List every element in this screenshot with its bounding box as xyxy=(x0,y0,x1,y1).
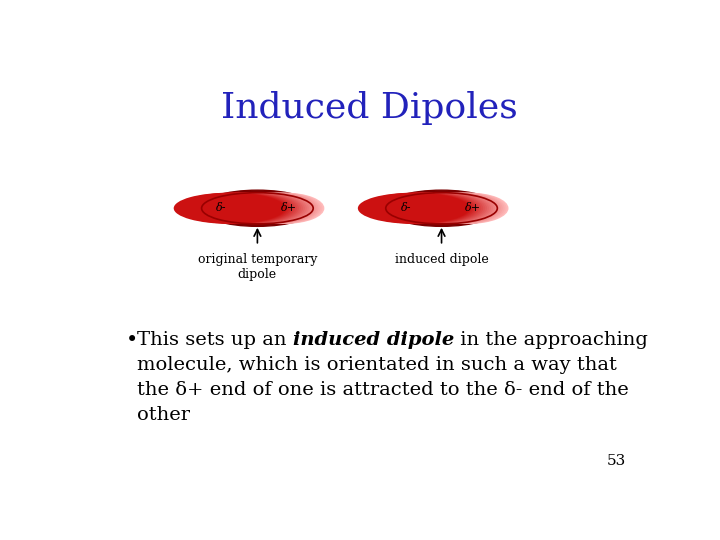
Text: 53: 53 xyxy=(606,454,626,468)
Ellipse shape xyxy=(199,193,299,224)
Ellipse shape xyxy=(384,190,500,226)
Text: in the approaching: in the approaching xyxy=(454,331,648,349)
Ellipse shape xyxy=(184,193,291,224)
Ellipse shape xyxy=(401,193,493,224)
Ellipse shape xyxy=(383,193,483,224)
Ellipse shape xyxy=(431,193,508,224)
Ellipse shape xyxy=(361,193,472,224)
Ellipse shape xyxy=(221,193,311,224)
Ellipse shape xyxy=(235,193,318,224)
Ellipse shape xyxy=(217,193,309,224)
Ellipse shape xyxy=(394,193,489,224)
Ellipse shape xyxy=(379,193,481,224)
Ellipse shape xyxy=(239,193,320,224)
Ellipse shape xyxy=(243,193,323,224)
Text: the δ+ end of one is attracted to the δ- end of the: the δ+ end of one is attracted to the δ-… xyxy=(138,381,629,399)
Ellipse shape xyxy=(232,193,317,224)
Text: other: other xyxy=(138,406,190,424)
Text: •: • xyxy=(126,331,138,350)
Ellipse shape xyxy=(420,193,503,224)
Ellipse shape xyxy=(225,193,312,224)
Ellipse shape xyxy=(192,193,295,224)
Ellipse shape xyxy=(372,193,477,224)
Ellipse shape xyxy=(207,193,303,224)
Ellipse shape xyxy=(174,193,285,224)
Text: molecule, which is orientated in such a way that: molecule, which is orientated in such a … xyxy=(138,356,617,374)
Ellipse shape xyxy=(199,190,315,226)
Ellipse shape xyxy=(413,193,499,224)
Ellipse shape xyxy=(203,193,301,224)
Ellipse shape xyxy=(416,193,500,224)
Ellipse shape xyxy=(177,193,287,224)
Ellipse shape xyxy=(409,193,497,224)
Ellipse shape xyxy=(246,193,324,224)
Ellipse shape xyxy=(214,193,307,224)
Ellipse shape xyxy=(405,193,495,224)
Ellipse shape xyxy=(427,193,507,224)
Text: δ+: δ+ xyxy=(464,203,481,213)
Ellipse shape xyxy=(181,193,289,224)
Text: This sets up an: This sets up an xyxy=(138,331,293,349)
Ellipse shape xyxy=(387,193,485,224)
Text: induced dipole: induced dipole xyxy=(293,331,454,349)
Ellipse shape xyxy=(358,193,469,224)
Ellipse shape xyxy=(423,193,505,224)
Text: δ-: δ- xyxy=(217,203,227,213)
Ellipse shape xyxy=(228,193,315,224)
Text: δ+: δ+ xyxy=(281,203,297,213)
Ellipse shape xyxy=(376,193,480,224)
Ellipse shape xyxy=(365,193,473,224)
Text: induced dipole: induced dipole xyxy=(395,253,488,266)
Text: original temporary
dipole: original temporary dipole xyxy=(198,253,317,281)
Ellipse shape xyxy=(210,193,305,224)
Ellipse shape xyxy=(195,193,297,224)
Ellipse shape xyxy=(390,193,487,224)
Ellipse shape xyxy=(188,193,293,224)
Ellipse shape xyxy=(369,193,475,224)
Text: Induced Dipoles: Induced Dipoles xyxy=(220,91,518,125)
Ellipse shape xyxy=(397,193,491,224)
Text: δ-: δ- xyxy=(400,203,411,213)
